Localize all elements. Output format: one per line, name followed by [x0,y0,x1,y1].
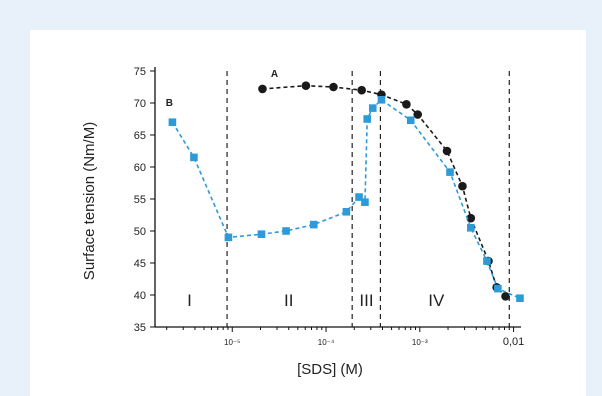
y-axis-title: Surface tension (Nm/M) [81,122,98,280]
series-B-point-11 [368,104,377,112]
series-A-point-4 [357,85,366,95]
y-tick-label-45: 45 [134,258,146,270]
series-line-A [262,84,507,297]
chart-card: 35 40 45 50 55 60 65 70 75 10⁻⁵ 10⁻⁴ 10⁻³ 0,01 [SDS] … [30,30,586,396]
series-B-point-18 [516,294,524,302]
series-B-point-16 [483,257,491,265]
series-B-point-2 [190,153,198,162]
series-A-point-6 [402,99,411,109]
series-A-point-7 [413,110,423,119]
x-tick-label-3: 10⁻³ [412,338,428,347]
series-A-point-13 [501,291,510,301]
series-B-point-13 [406,116,415,125]
series-B-point-10 [363,115,372,123]
series-B-point-12 [377,96,386,104]
y-tick-label-35: 35 [134,322,146,334]
y-tick-label-75: 75 [134,66,146,78]
series-label-A: A [271,69,278,80]
y-tick-label-40: 40 [134,290,146,302]
series-B-point-14 [446,168,454,176]
series-label-B: B [166,98,173,109]
x-tick-label-1: 10⁻⁵ [224,338,240,347]
y-tick-label-50: 50 [134,226,146,238]
region-label-4: IV [428,291,445,310]
series-B-point-4 [257,230,266,238]
series-B-point-5 [282,227,290,235]
series-A-point-1 [258,84,267,94]
series-B-point-3 [224,233,233,242]
y-tick-label-65: 65 [134,130,146,142]
series-A-point-10 [466,213,476,223]
region-label-1: I [187,291,192,310]
series-A-point-8 [442,146,452,156]
series-B-point-1 [168,118,177,126]
series-line-B [171,98,521,299]
y-tick-label-60: 60 [134,162,146,174]
series-A-point-3 [329,82,338,92]
series-B-point-7 [342,208,351,216]
surface-tension-chart: 35 40 45 50 55 60 65 70 75 10⁻⁵ 10⁻⁴ 10⁻³ 0,01 [SDS] … [81,66,524,378]
series-A-point-2 [301,81,311,91]
series-B-point-6 [309,220,318,229]
region-label-3: III [359,291,373,310]
series-B-point-15 [467,224,475,232]
x-axis-title: [SDS] (M) [297,361,363,378]
y-tick-label-70: 70 [134,98,146,110]
y-tick-label-55: 55 [134,194,146,206]
x-tick-label-4: 0,01 [503,336,524,348]
series-A-point-9 [458,181,467,191]
region-label-2: II [284,291,293,310]
series-B-point-17 [494,284,502,293]
series-B-point-9 [361,198,369,206]
series-B-point-8 [355,193,363,201]
x-tick-label-2: 10⁻⁴ [318,338,335,347]
